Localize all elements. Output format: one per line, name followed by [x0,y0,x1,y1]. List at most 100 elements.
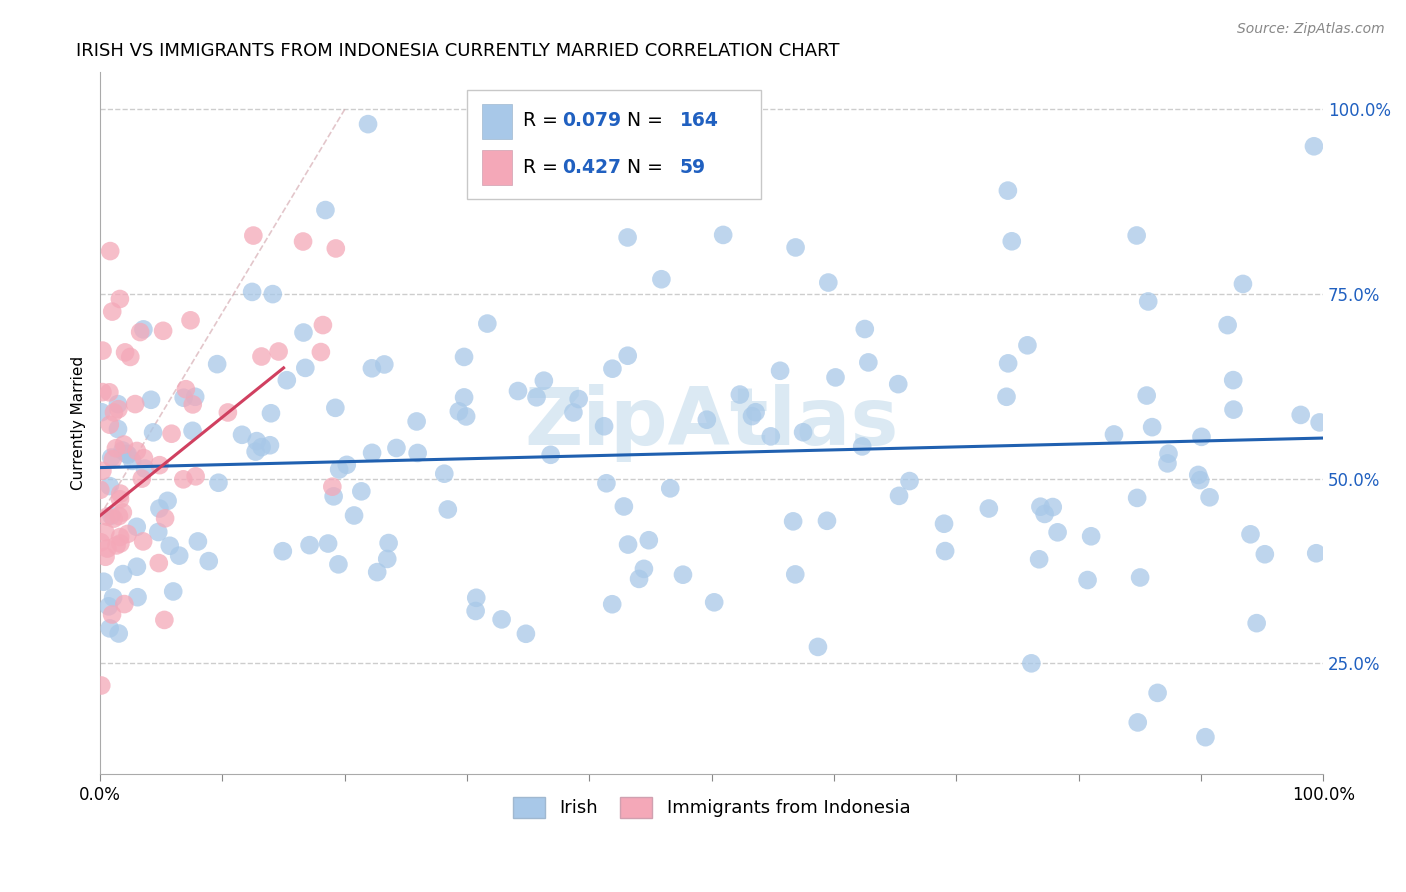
Point [1303,139,1326,153]
Point [107,422,129,436]
Point [107,397,129,411]
Point [602,361,624,376]
Point [260,406,283,420]
Point [112,567,135,582]
Point [934,544,956,558]
Point [245,444,267,458]
Point [650,272,672,286]
Point [94,549,117,564]
Point [1216,318,1239,332]
Point [741,409,763,423]
Point [316,536,339,550]
Point [98,479,121,493]
Point [98,417,121,432]
Point [103,405,125,419]
Point [1222,373,1244,387]
FancyBboxPatch shape [482,104,512,139]
Point [124,397,146,411]
Point [98,244,121,258]
Point [160,426,183,441]
Point [1042,500,1064,514]
Point [1129,570,1152,584]
Point [110,486,132,500]
Point [174,382,197,396]
Point [1222,402,1244,417]
Point [464,604,486,618]
Point [785,240,807,254]
Point [98,385,121,400]
Point [131,472,153,486]
Point [267,344,290,359]
Point [246,434,269,449]
Point [184,469,207,483]
Point [1029,500,1052,514]
Point [101,304,124,318]
Point [292,235,315,249]
Point [312,318,335,332]
Point [207,475,229,490]
Point [325,242,347,256]
Point [250,440,273,454]
Point [132,322,155,336]
Point [1080,529,1102,543]
Point [593,419,616,434]
Point [180,313,202,327]
Point [105,538,128,552]
Point [1157,447,1180,461]
Point [322,489,344,503]
Point [436,502,458,516]
Point [853,322,876,336]
Point [205,357,228,371]
Point [1017,338,1039,352]
Point [1001,234,1024,248]
Point [112,597,135,611]
Point [231,427,253,442]
Point [104,442,127,456]
Point [90,678,112,692]
Point [242,228,264,243]
Point [997,356,1019,370]
Point [97,599,120,614]
Point [1028,552,1050,566]
Point [276,373,298,387]
Point [100,450,122,465]
Legend: Irish, Immigrants from Indonesia: Irish, Immigrants from Indonesia [506,789,918,825]
Point [995,390,1018,404]
Point [1187,467,1209,482]
Point [115,447,138,461]
Point [117,527,139,541]
Point [506,384,529,398]
Point [977,501,1000,516]
Text: R =: R = [523,111,564,129]
Point [148,458,170,472]
Point [491,612,513,626]
Point [373,358,395,372]
Point [94,525,117,540]
Point [167,549,190,563]
Point [111,505,134,519]
Point [361,361,384,376]
Point [1194,730,1216,744]
Point [1198,491,1220,505]
Point [887,489,910,503]
Text: ZipAtlas: ZipAtlas [524,384,898,462]
Point [181,424,204,438]
Point [292,326,315,340]
Point [769,364,792,378]
Point [101,607,124,622]
Point [91,343,114,358]
Point [173,391,195,405]
Point [824,370,846,384]
Point [240,285,263,299]
Point [600,597,623,611]
Point [134,461,156,475]
Point [728,387,751,401]
Point [711,227,734,242]
Text: 0.079: 0.079 [562,111,621,129]
Point [453,391,475,405]
Point [366,565,388,579]
Point [361,446,384,460]
Point [129,325,152,339]
Point [101,591,124,605]
Point [120,350,142,364]
